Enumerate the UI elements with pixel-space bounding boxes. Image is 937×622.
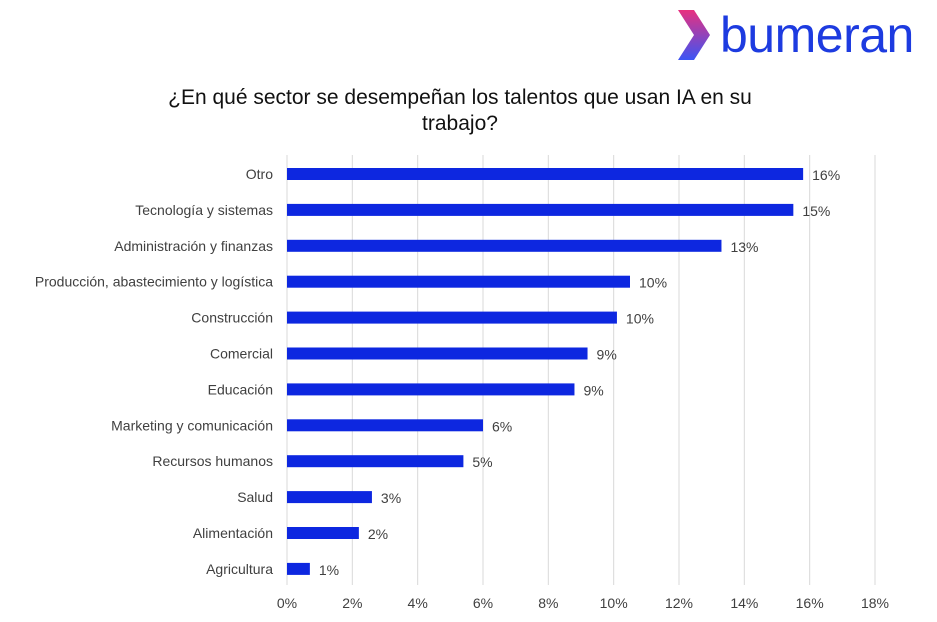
chart-title: ¿En qué sector se desempeñan los talento… — [80, 85, 840, 137]
bar — [287, 527, 359, 539]
category-label: Comercial — [210, 346, 273, 362]
category-label: Administración y finanzas — [114, 238, 273, 254]
category-label: Marketing y comunicación — [111, 417, 273, 433]
x-tick-label: 14% — [730, 595, 758, 611]
bar — [287, 347, 588, 360]
category-label: Educación — [208, 381, 273, 397]
x-tick-label: 8% — [538, 595, 558, 611]
bumeran-logo: bumeran — [668, 4, 934, 66]
data-label: 2% — [368, 526, 388, 542]
data-label: 10% — [639, 275, 667, 291]
data-label: 9% — [583, 382, 603, 398]
x-tick-label: 6% — [473, 595, 493, 611]
data-label: 5% — [472, 454, 492, 470]
data-label: 13% — [730, 239, 758, 255]
data-label: 15% — [802, 203, 830, 219]
bar — [287, 419, 483, 432]
data-labels: 16% 15% 13% 10% 10% 9% 9% 6% 5% 3% 2% 1% — [319, 167, 840, 578]
chart-title-line-2: trabajo? — [422, 112, 498, 135]
chart-title-line-1: ¿En qué sector se desempeñan los talento… — [168, 86, 752, 109]
category-label: Recursos humanos — [152, 453, 273, 469]
data-label: 16% — [812, 167, 840, 183]
x-tick-label: 10% — [600, 595, 628, 611]
category-labels: Otro Tecnología y sistemas Administración … — [35, 166, 273, 577]
bumeran-logo-graphic: bumeran — [678, 7, 914, 63]
bars — [287, 168, 804, 575]
x-tick-label: 2% — [342, 595, 362, 611]
category-label: Salud — [237, 489, 273, 505]
bar — [287, 203, 794, 216]
x-tick-label: 12% — [665, 595, 693, 611]
x-tick-label: 4% — [408, 595, 428, 611]
bar — [287, 562, 310, 575]
logo-wordmark: bumeran — [720, 7, 914, 63]
data-label: 1% — [319, 562, 339, 578]
bar — [287, 455, 464, 468]
category-label: Alimentación — [193, 525, 273, 541]
bar — [287, 311, 617, 324]
x-tick-label: 18% — [861, 595, 889, 611]
bar — [287, 491, 372, 504]
category-label: Agricultura — [206, 561, 273, 577]
data-label: 3% — [381, 490, 401, 506]
data-label: 10% — [626, 311, 654, 327]
gridlines — [286, 155, 876, 585]
x-tick-label: 16% — [796, 595, 824, 611]
x-axis-ticks: 0% 2% 4% 6% 8% 10% 12% 14% 16% 18% — [277, 595, 889, 611]
bar — [287, 168, 804, 180]
chevron-logo-icon — [678, 10, 710, 60]
category-label: Producción, abastecimiento y logística — [35, 274, 273, 290]
data-label: 9% — [597, 347, 617, 363]
bar — [287, 383, 575, 396]
data-label: 6% — [492, 418, 512, 434]
x-tick-label: 0% — [277, 595, 297, 611]
category-label: Otro — [246, 166, 273, 182]
bar — [287, 275, 630, 288]
category-label: Tecnología y sistemas — [135, 202, 273, 218]
category-label: Construcción — [191, 310, 273, 326]
bar — [287, 239, 722, 252]
